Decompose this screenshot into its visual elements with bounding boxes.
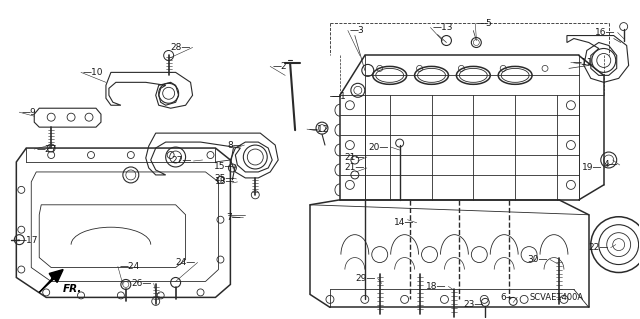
Text: —3: —3 xyxy=(350,26,365,35)
Text: —13: —13 xyxy=(433,23,453,32)
Text: 18—: 18— xyxy=(215,177,236,186)
Text: 24—: 24— xyxy=(175,258,196,267)
Text: —5: —5 xyxy=(477,19,492,28)
Text: 23—: 23— xyxy=(463,300,483,309)
Text: 20—: 20— xyxy=(369,143,388,152)
Text: FR.: FR. xyxy=(63,285,83,294)
Text: 26—: 26— xyxy=(131,279,152,288)
Text: 25—: 25— xyxy=(214,174,234,183)
Text: —2: —2 xyxy=(272,62,287,71)
Text: 14—: 14— xyxy=(394,218,415,227)
Polygon shape xyxy=(39,270,63,293)
Text: 18—: 18— xyxy=(426,282,447,291)
Text: 22—: 22— xyxy=(589,243,609,252)
Text: 7—: 7— xyxy=(227,213,241,222)
Text: —17: —17 xyxy=(17,236,38,245)
Text: —27: —27 xyxy=(36,145,56,153)
Text: 4—: 4— xyxy=(603,160,618,169)
Text: 16—: 16— xyxy=(595,28,616,37)
Text: 6—: 6— xyxy=(500,293,515,302)
Text: —9: —9 xyxy=(21,108,36,117)
Text: 8—: 8— xyxy=(228,141,243,150)
Text: 28—: 28— xyxy=(170,43,191,52)
Text: 21—: 21— xyxy=(344,163,365,173)
Text: 27—: 27— xyxy=(171,157,191,166)
Text: 30—: 30— xyxy=(527,255,548,264)
Text: 21—: 21— xyxy=(344,152,365,161)
Text: —24: —24 xyxy=(120,262,140,271)
Text: 15—: 15— xyxy=(214,162,234,172)
Text: 29—: 29— xyxy=(355,274,376,283)
Text: SCVAE1400A: SCVAE1400A xyxy=(529,293,583,302)
Text: —11: —11 xyxy=(573,58,593,67)
Text: —10: —10 xyxy=(83,68,104,77)
Text: 19—: 19— xyxy=(582,163,603,173)
Text: —12: —12 xyxy=(309,125,330,134)
Text: —1: —1 xyxy=(332,92,347,101)
